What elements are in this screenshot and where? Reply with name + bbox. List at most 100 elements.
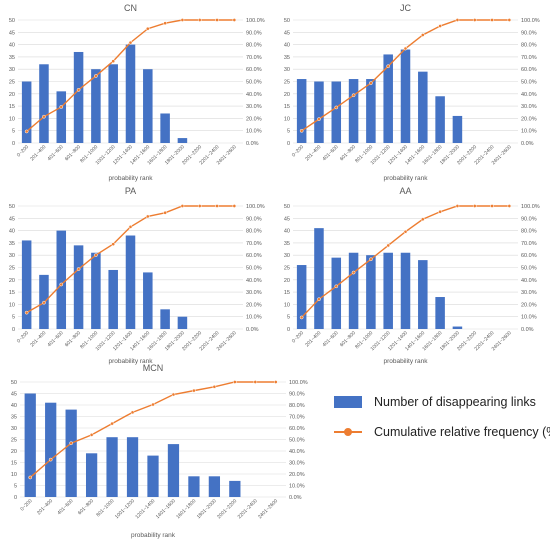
bar <box>452 326 463 329</box>
y2-tick-label: 100.0% <box>521 18 540 24</box>
line-point <box>111 242 116 246</box>
y2-tick-label: 50.0% <box>246 266 262 272</box>
y-tick-label: 40 <box>284 43 290 49</box>
y2-tick-label: 100.0% <box>246 18 265 24</box>
chart-svg: AA 0 5 10 15 20 25 30 35 40 45 50 0.0% 10.0% 20.0% 30.0… <box>284 186 540 365</box>
chart-aa: AA 0 5 10 15 20 25 30 35 40 45 50 0.0% 10.0% 20.0% 30.0… <box>275 183 550 368</box>
bar <box>21 240 32 329</box>
x-tick-label: 2201~2400 <box>237 498 259 520</box>
y-tick-label: 10 <box>284 302 290 308</box>
y2-tick-label: 90.0% <box>246 216 262 222</box>
bar <box>91 252 101 329</box>
x-tick-label: 1001~1200 <box>114 498 136 520</box>
x-tick-label: 0~200 <box>16 330 30 344</box>
y2-tick-label: 30.0% <box>521 104 537 110</box>
y-tick-label: 30 <box>284 67 290 73</box>
line-point <box>369 257 373 262</box>
y2-tick-label: 30.0% <box>246 290 262 296</box>
x-tick-label: 401~600 <box>322 144 340 162</box>
y2-tick-label: 80.0% <box>289 403 305 409</box>
x-tick-label: 1801~2000 <box>196 498 218 520</box>
y-tick-label: 0 <box>12 141 15 147</box>
y2-tick-label: 70.0% <box>521 241 537 247</box>
bar <box>383 54 393 143</box>
bar <box>366 79 376 143</box>
line-point <box>386 64 391 69</box>
bar <box>177 316 188 329</box>
legend-label-bars: Number of disappearing links <box>374 395 536 409</box>
x-tick-label: 0~200 <box>16 144 30 158</box>
x-tick-label: 2401~2600 <box>257 498 279 520</box>
line-point <box>317 117 321 121</box>
line-point <box>420 33 425 37</box>
x-tick-label: 801~1000 <box>95 498 115 518</box>
y-tick-label: 0 <box>14 495 17 501</box>
y2-tick-label: 0.0% <box>521 327 534 333</box>
y-tick-label: 35 <box>9 241 15 247</box>
line-point <box>472 204 477 208</box>
y2-tick-label: 0.0% <box>521 141 534 147</box>
y2-tick-label: 40.0% <box>246 278 262 284</box>
y2-tick-label: 40.0% <box>521 278 537 284</box>
y-tick-label: 35 <box>11 415 17 421</box>
chart-mcn: MCN 0 5 10 15 20 25 30 35 40 45 50 0.0% 10.0% 20.0% 30.… <box>0 360 330 542</box>
y-tick-label: 45 <box>284 30 290 36</box>
line-point <box>403 229 408 234</box>
line-point <box>299 315 304 320</box>
bar <box>85 453 98 497</box>
y-tick-label: 35 <box>9 55 15 61</box>
legend-item-bars: Number of disappearing links <box>334 392 536 412</box>
y-tick-label: 45 <box>9 30 15 36</box>
chart-svg: JC 0 5 10 15 20 25 30 35 40 45 50 0.0% 10.0% 20.0% 30.0… <box>284 3 540 182</box>
y2-tick-label: 60.0% <box>521 67 537 73</box>
y-tick-label: 40 <box>9 43 15 49</box>
line-point <box>455 18 460 22</box>
x-tick-label: 2001~2200 <box>216 498 238 520</box>
x-tick-label: 201~400 <box>36 498 54 516</box>
y-tick-label: 15 <box>284 290 290 296</box>
bar <box>91 69 101 143</box>
chart-svg: CN 0 5 10 15 20 25 30 35 40 45 50 0.0% 10.0% 20.0% 30.0… <box>9 3 265 182</box>
chart-title: AA <box>399 186 411 196</box>
chart-jc: JC 0 5 10 15 20 25 30 35 40 45 50 0.0% 10.0% 20.0% 30.0… <box>275 0 550 185</box>
y2-tick-label: 30.0% <box>521 290 537 296</box>
line-point <box>369 81 373 85</box>
x-axis-label: probability rank <box>383 175 428 182</box>
bar <box>435 297 445 329</box>
bar <box>143 272 153 329</box>
y2-tick-label: 0.0% <box>246 141 259 147</box>
y2-tick-label: 90.0% <box>246 30 262 36</box>
y-tick-label: 40 <box>11 403 17 409</box>
y-tick-label: 5 <box>287 315 290 321</box>
y2-tick-label: 60.0% <box>246 67 262 73</box>
x-tick-label: 0~200 <box>291 330 305 344</box>
line-point <box>472 18 477 22</box>
bar <box>348 252 359 329</box>
bar <box>348 79 359 143</box>
line-point <box>128 225 133 229</box>
y2-tick-label: 60.0% <box>521 253 537 259</box>
y2-tick-label: 20.0% <box>521 302 537 308</box>
bar <box>188 476 200 497</box>
y-tick-label: 15 <box>9 104 15 110</box>
y-tick-label: 35 <box>284 55 290 61</box>
line-point <box>89 433 94 437</box>
line-point <box>110 421 114 426</box>
line-point <box>24 129 29 134</box>
bar <box>400 252 411 329</box>
line-point <box>48 457 53 462</box>
y-tick-label: 15 <box>9 290 15 296</box>
x-tick-label: 201~400 <box>304 330 322 348</box>
chart-title: JC <box>400 3 412 13</box>
y2-tick-label: 70.0% <box>521 55 537 61</box>
chart-pa: PA 0 5 10 15 20 25 30 35 40 45 50 0.0% 10.0% 20.0% 30.0… <box>0 183 275 368</box>
bar <box>39 64 49 143</box>
y2-tick-label: 40.0% <box>289 449 305 455</box>
x-tick-label: 1201~1400 <box>134 498 156 520</box>
bar <box>435 96 445 143</box>
y2-tick-label: 10.0% <box>521 129 537 135</box>
bar <box>21 81 32 143</box>
y2-tick-label: 100.0% <box>521 204 540 210</box>
y-tick-label: 25 <box>284 80 290 86</box>
bar <box>24 393 36 497</box>
